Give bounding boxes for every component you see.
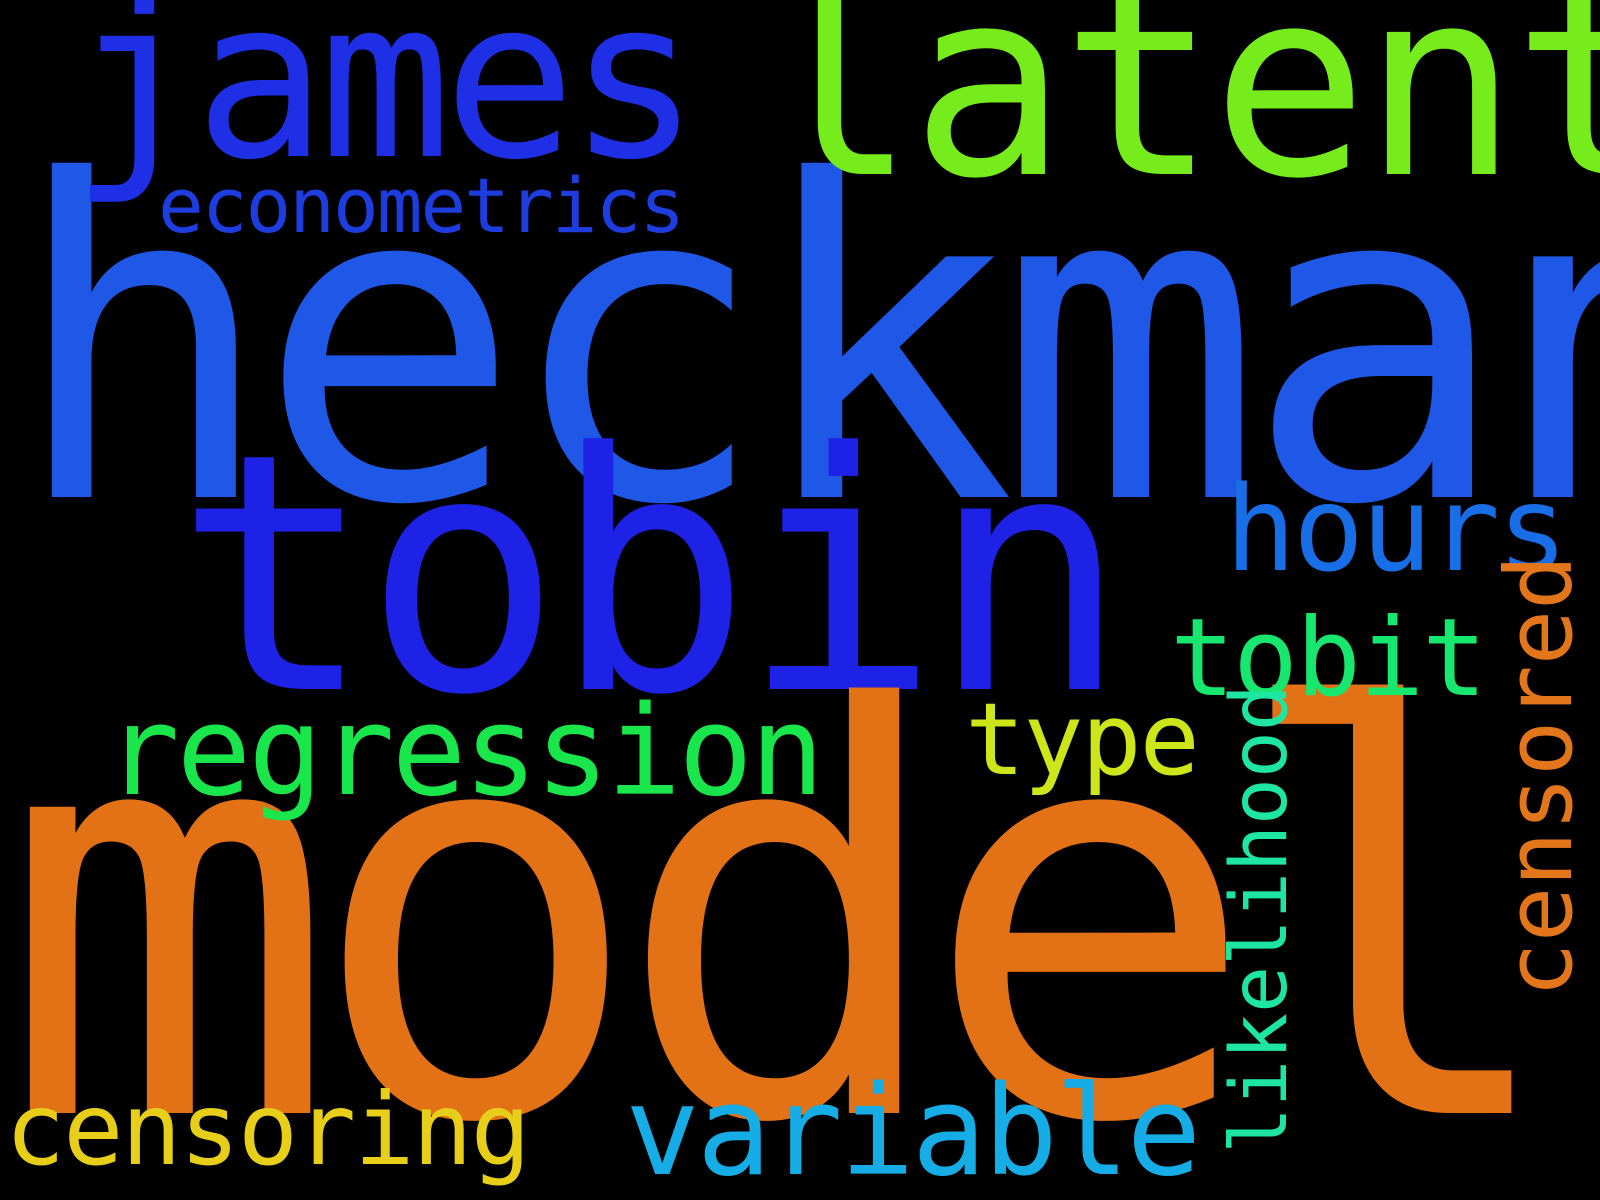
word-tobin: tobin <box>175 383 1128 767</box>
word-heckman: heckman <box>10 89 1600 601</box>
word-econometrics: econometrics <box>158 161 685 250</box>
word-tobit: tobit <box>1170 596 1487 721</box>
word-model: model <box>0 594 1566 1200</box>
word-james: james <box>70 0 700 208</box>
word-type: type <box>965 681 1200 798</box>
word-variable: variable <box>625 1060 1201 1200</box>
word-regression: regression <box>105 680 825 824</box>
word-hours: hours <box>1225 460 1568 598</box>
word-likelihood: likelihood <box>1215 684 1305 1154</box>
word-latent: latent <box>760 0 1600 236</box>
word-censored: censored <box>1486 554 1593 998</box>
word-censoring: censoring <box>5 1071 531 1188</box>
